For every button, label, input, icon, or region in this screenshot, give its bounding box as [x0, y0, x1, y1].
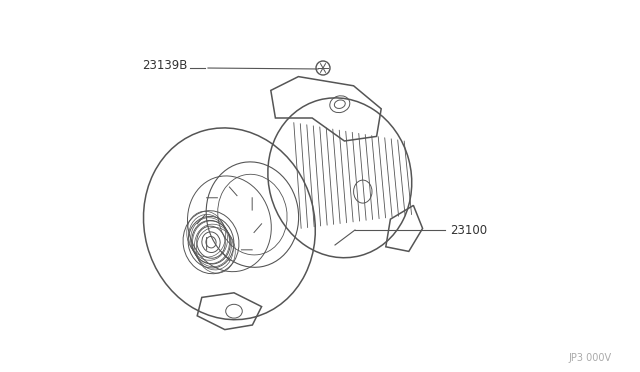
Text: 23100: 23100: [450, 224, 487, 237]
Text: 23139B: 23139B: [142, 58, 188, 71]
Text: JP3 000V: JP3 000V: [568, 353, 611, 363]
